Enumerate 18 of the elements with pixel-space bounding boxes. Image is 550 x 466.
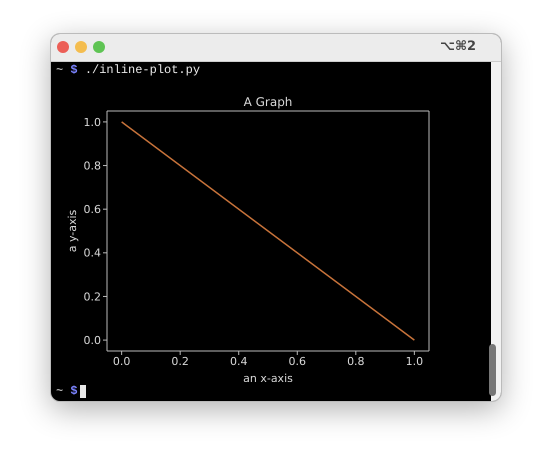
x-tick-label: 0.6 — [288, 354, 306, 368]
x-axis-title: an x-axis — [243, 372, 294, 385]
text: ~ $ — [56, 384, 78, 398]
y-tick-label: 0.2 — [84, 290, 101, 304]
y-tick-label: 0.6 — [84, 203, 101, 216]
text: ~ $ ./inline-plot.py — [56, 63, 200, 77]
y-tick-label: 1.0 — [84, 116, 101, 129]
x-tick-label: 0.4 — [230, 354, 248, 368]
y-tick-label: 0.0 — [84, 334, 101, 347]
x-tick-label: 1.0 — [406, 354, 424, 368]
x-tick-label: 0.8 — [347, 354, 365, 368]
y-tick-label: 0.4 — [84, 246, 101, 260]
x-tick-label: 0.0 — [112, 354, 130, 368]
y-axis-title: a y-axis — [66, 209, 79, 252]
y-tick-label: 0.8 — [84, 159, 101, 172]
chart-title: A Graph — [242, 95, 294, 109]
x-tick-label: 0.2 — [171, 354, 189, 368]
text: ⌥⌘2 — [440, 39, 476, 54]
